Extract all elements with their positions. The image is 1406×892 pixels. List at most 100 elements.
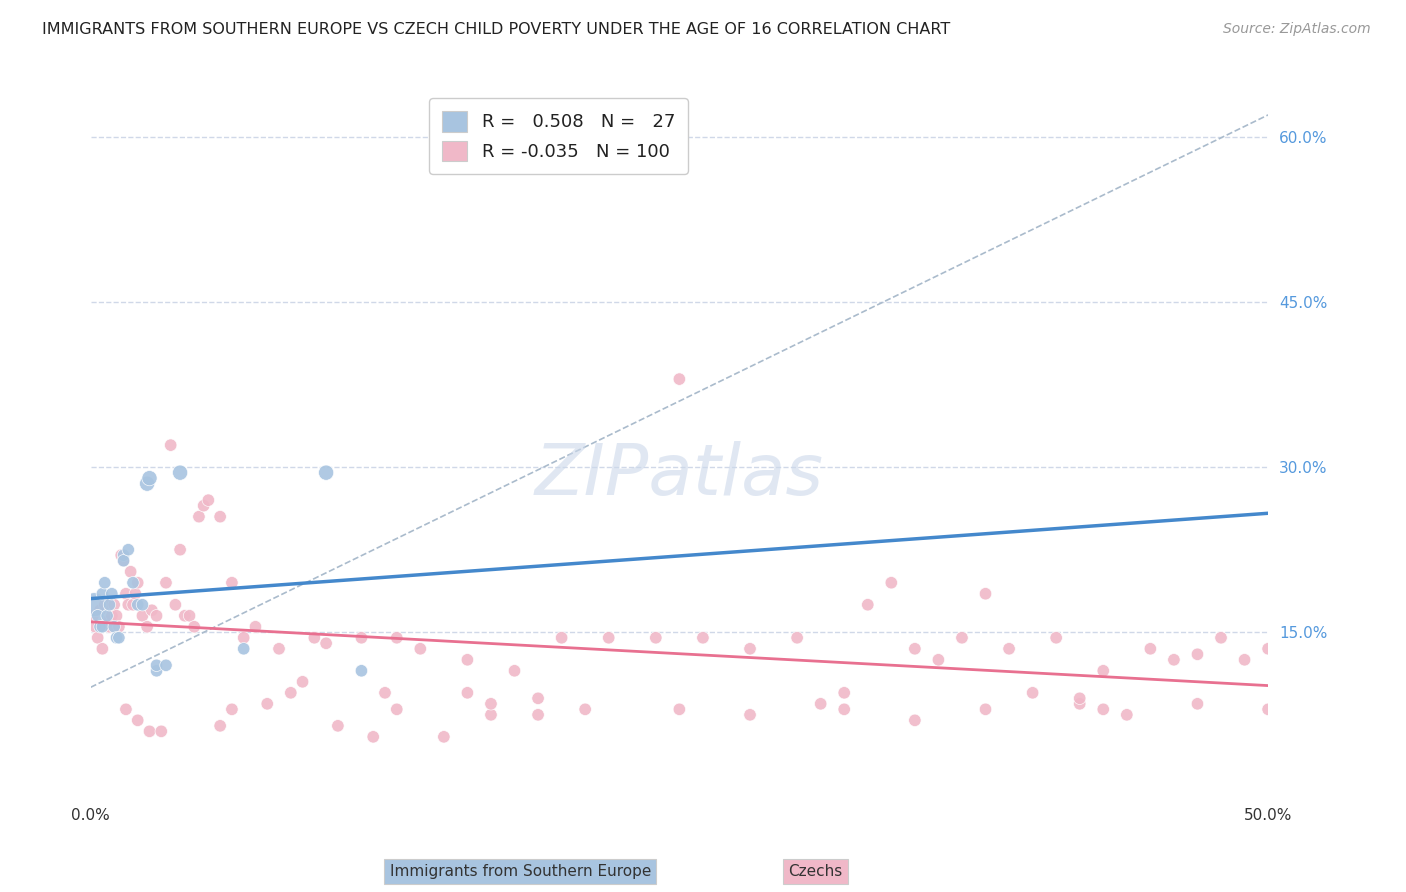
Point [86,608,108,623]
Point [479,697,502,711]
Point [974,587,997,601]
Point [173,608,195,623]
Point [84,620,107,634]
Point [998,641,1021,656]
Point [89,603,111,617]
Point [89,620,111,634]
Point [141,603,163,617]
Point [361,730,384,744]
Point [93,598,115,612]
Point [169,542,191,557]
Point [856,598,879,612]
Point [1092,664,1115,678]
Point [105,631,128,645]
Point [433,730,456,744]
Point [904,641,927,656]
Point [904,714,927,728]
Point [1163,653,1185,667]
Point [1209,631,1232,645]
Point [112,554,135,568]
Point [644,631,666,645]
Point [550,631,572,645]
Point [169,466,191,480]
Point [127,598,149,612]
Point [315,466,337,480]
Point [1115,707,1137,722]
Point [91,587,114,601]
Point [786,631,808,645]
Point [280,686,302,700]
Point [145,664,167,678]
Point [108,620,131,634]
Point [96,608,118,623]
Point [150,724,173,739]
Point [122,575,145,590]
Point [1257,702,1279,716]
Point [91,620,114,634]
Point [209,719,232,733]
Point [101,587,124,601]
Point [96,614,118,628]
Point [267,641,290,656]
Point [209,509,232,524]
Point [880,575,903,590]
Point [1139,641,1161,656]
Point [385,702,408,716]
Point [832,702,855,716]
Point [350,631,373,645]
Point [93,575,115,590]
Point [692,631,714,645]
Point [145,658,167,673]
Point [738,641,761,656]
Text: IMMIGRANTS FROM SOUTHERN EUROPE VS CZECH CHILD POVERTY UNDER THE AGE OF 16 CORRE: IMMIGRANTS FROM SOUTHERN EUROPE VS CZECH… [42,22,950,37]
Point [159,438,181,452]
Point [810,697,832,711]
Point [165,598,187,612]
Point [105,608,128,623]
Point [738,707,761,722]
Point [221,575,243,590]
Point [193,499,215,513]
Text: Czechs: Czechs [789,864,842,879]
Point [527,707,550,722]
Point [315,636,337,650]
Point [1021,686,1043,700]
Point [1069,697,1091,711]
Point [1069,691,1091,706]
Point [1187,647,1209,661]
Point [304,631,326,645]
Point [122,598,145,612]
Point [574,702,596,716]
Point [103,620,125,634]
Point [110,548,132,562]
Point [138,471,160,485]
Point [82,608,104,623]
Point [832,686,855,700]
Point [1092,702,1115,716]
Point [98,620,121,634]
Point [527,691,550,706]
Point [187,509,209,524]
Point [115,587,138,601]
Point [456,653,478,667]
Point [117,542,139,557]
Point [1045,631,1067,645]
Point [136,620,159,634]
Point [1257,641,1279,656]
Point [197,493,219,508]
Point [232,631,254,645]
Point [1187,697,1209,711]
Point [291,674,314,689]
Point [131,598,153,612]
Point [131,608,153,623]
Point [115,702,138,716]
Point [256,697,278,711]
Legend: R =   0.508   N =   27, R = -0.035   N = 100: R = 0.508 N = 27, R = -0.035 N = 100 [429,98,688,174]
Point [974,702,997,716]
Point [374,686,396,700]
Point [101,608,124,623]
Text: Immigrants from Southern Europe: Immigrants from Southern Europe [389,864,651,879]
Point [108,631,131,645]
Point [136,476,159,491]
Point [83,598,105,612]
